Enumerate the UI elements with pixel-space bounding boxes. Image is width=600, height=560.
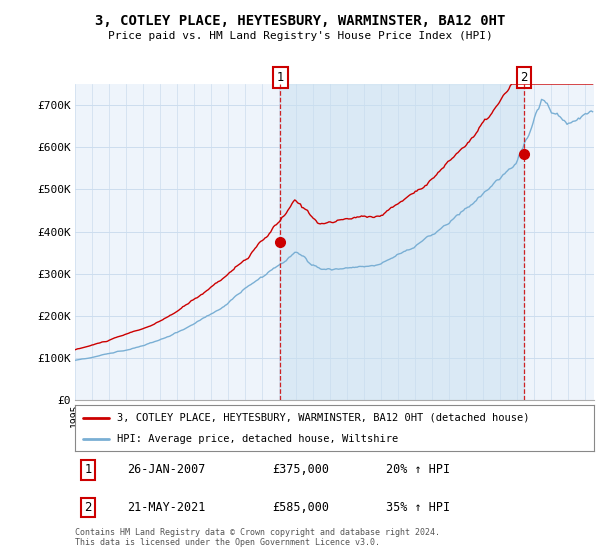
Text: 1: 1 — [277, 71, 284, 84]
Bar — [280, 84, 524, 400]
Text: 20% ↑ HPI: 20% ↑ HPI — [386, 463, 451, 476]
Text: 3, COTLEY PLACE, HEYTESBURY, WARMINSTER, BA12 0HT: 3, COTLEY PLACE, HEYTESBURY, WARMINSTER,… — [95, 14, 505, 28]
Text: £585,000: £585,000 — [272, 501, 329, 514]
Text: 2: 2 — [84, 501, 92, 514]
Text: £375,000: £375,000 — [272, 463, 329, 476]
Text: 35% ↑ HPI: 35% ↑ HPI — [386, 501, 451, 514]
Text: 21-MAY-2021: 21-MAY-2021 — [127, 501, 205, 514]
Text: 2: 2 — [520, 71, 527, 84]
Text: Contains HM Land Registry data © Crown copyright and database right 2024.
This d: Contains HM Land Registry data © Crown c… — [75, 528, 440, 547]
Text: 26-JAN-2007: 26-JAN-2007 — [127, 463, 205, 476]
Text: HPI: Average price, detached house, Wiltshire: HPI: Average price, detached house, Wilt… — [116, 435, 398, 444]
Text: 3, COTLEY PLACE, HEYTESBURY, WARMINSTER, BA12 0HT (detached house): 3, COTLEY PLACE, HEYTESBURY, WARMINSTER,… — [116, 413, 529, 423]
Text: 1: 1 — [84, 463, 92, 476]
Text: Price paid vs. HM Land Registry's House Price Index (HPI): Price paid vs. HM Land Registry's House … — [107, 31, 493, 41]
